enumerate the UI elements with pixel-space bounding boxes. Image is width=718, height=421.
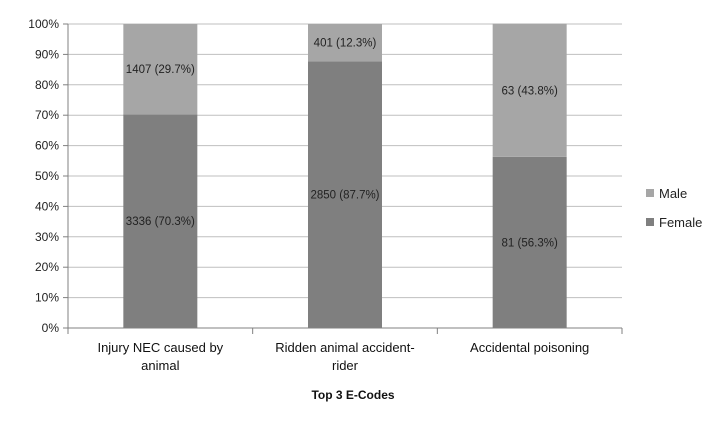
y-tick-label: 30%	[35, 230, 59, 244]
bar-male	[123, 24, 198, 115]
bar-female	[308, 61, 382, 328]
y-tick-label: 100%	[28, 17, 59, 31]
x-category-label: rider	[332, 358, 359, 373]
y-tick-label: 70%	[35, 108, 59, 122]
y-tick-label: 40%	[35, 199, 59, 213]
data-label-female: 3336 (70.3%)	[126, 216, 195, 228]
data-label-male: 401 (12.3%)	[314, 38, 377, 50]
data-label-male: 1407 (29.7%)	[126, 64, 195, 76]
x-category-label: animal	[141, 358, 179, 373]
legend-label-male: Male	[659, 186, 687, 201]
bar-male	[492, 23, 567, 157]
y-tick-label: 20%	[35, 260, 59, 274]
x-category-label: Ridden animal accident-	[275, 340, 414, 355]
data-labels: 3336 (70.3%) 1407 (29.7%) 2850 (87.7%) 401 …	[126, 38, 558, 250]
x-category-label: Injury NEC caused by	[97, 340, 223, 355]
bar-female	[123, 114, 198, 329]
y-tick-label: 90%	[35, 47, 59, 61]
data-label-female: 81 (56.3%)	[502, 237, 558, 249]
legend: Male Female	[646, 186, 702, 230]
axes: 0% 10% 20% 30% 40% 50% 60% 70% 80% 90% 100% Injury …	[28, 17, 623, 373]
bars	[123, 23, 567, 329]
y-tick-label: 0%	[42, 321, 60, 335]
y-tick-label: 60%	[35, 139, 59, 153]
data-label-male: 63 (43.8%)	[502, 85, 558, 97]
legend-swatch-female	[646, 218, 654, 226]
legend-label-female: Female	[659, 215, 702, 230]
data-label-female: 2850 (87.7%)	[310, 190, 379, 202]
x-category-label: Accidental poisoning	[470, 340, 589, 355]
y-tick-label: 10%	[35, 291, 59, 305]
bar-male	[308, 24, 382, 62]
legend-swatch-male	[646, 189, 654, 197]
y-tick-label: 80%	[35, 78, 59, 92]
y-tick-label: 50%	[35, 169, 59, 183]
bar-female	[492, 156, 567, 328]
x-axis-title: Top 3 E-Codes	[311, 388, 394, 402]
